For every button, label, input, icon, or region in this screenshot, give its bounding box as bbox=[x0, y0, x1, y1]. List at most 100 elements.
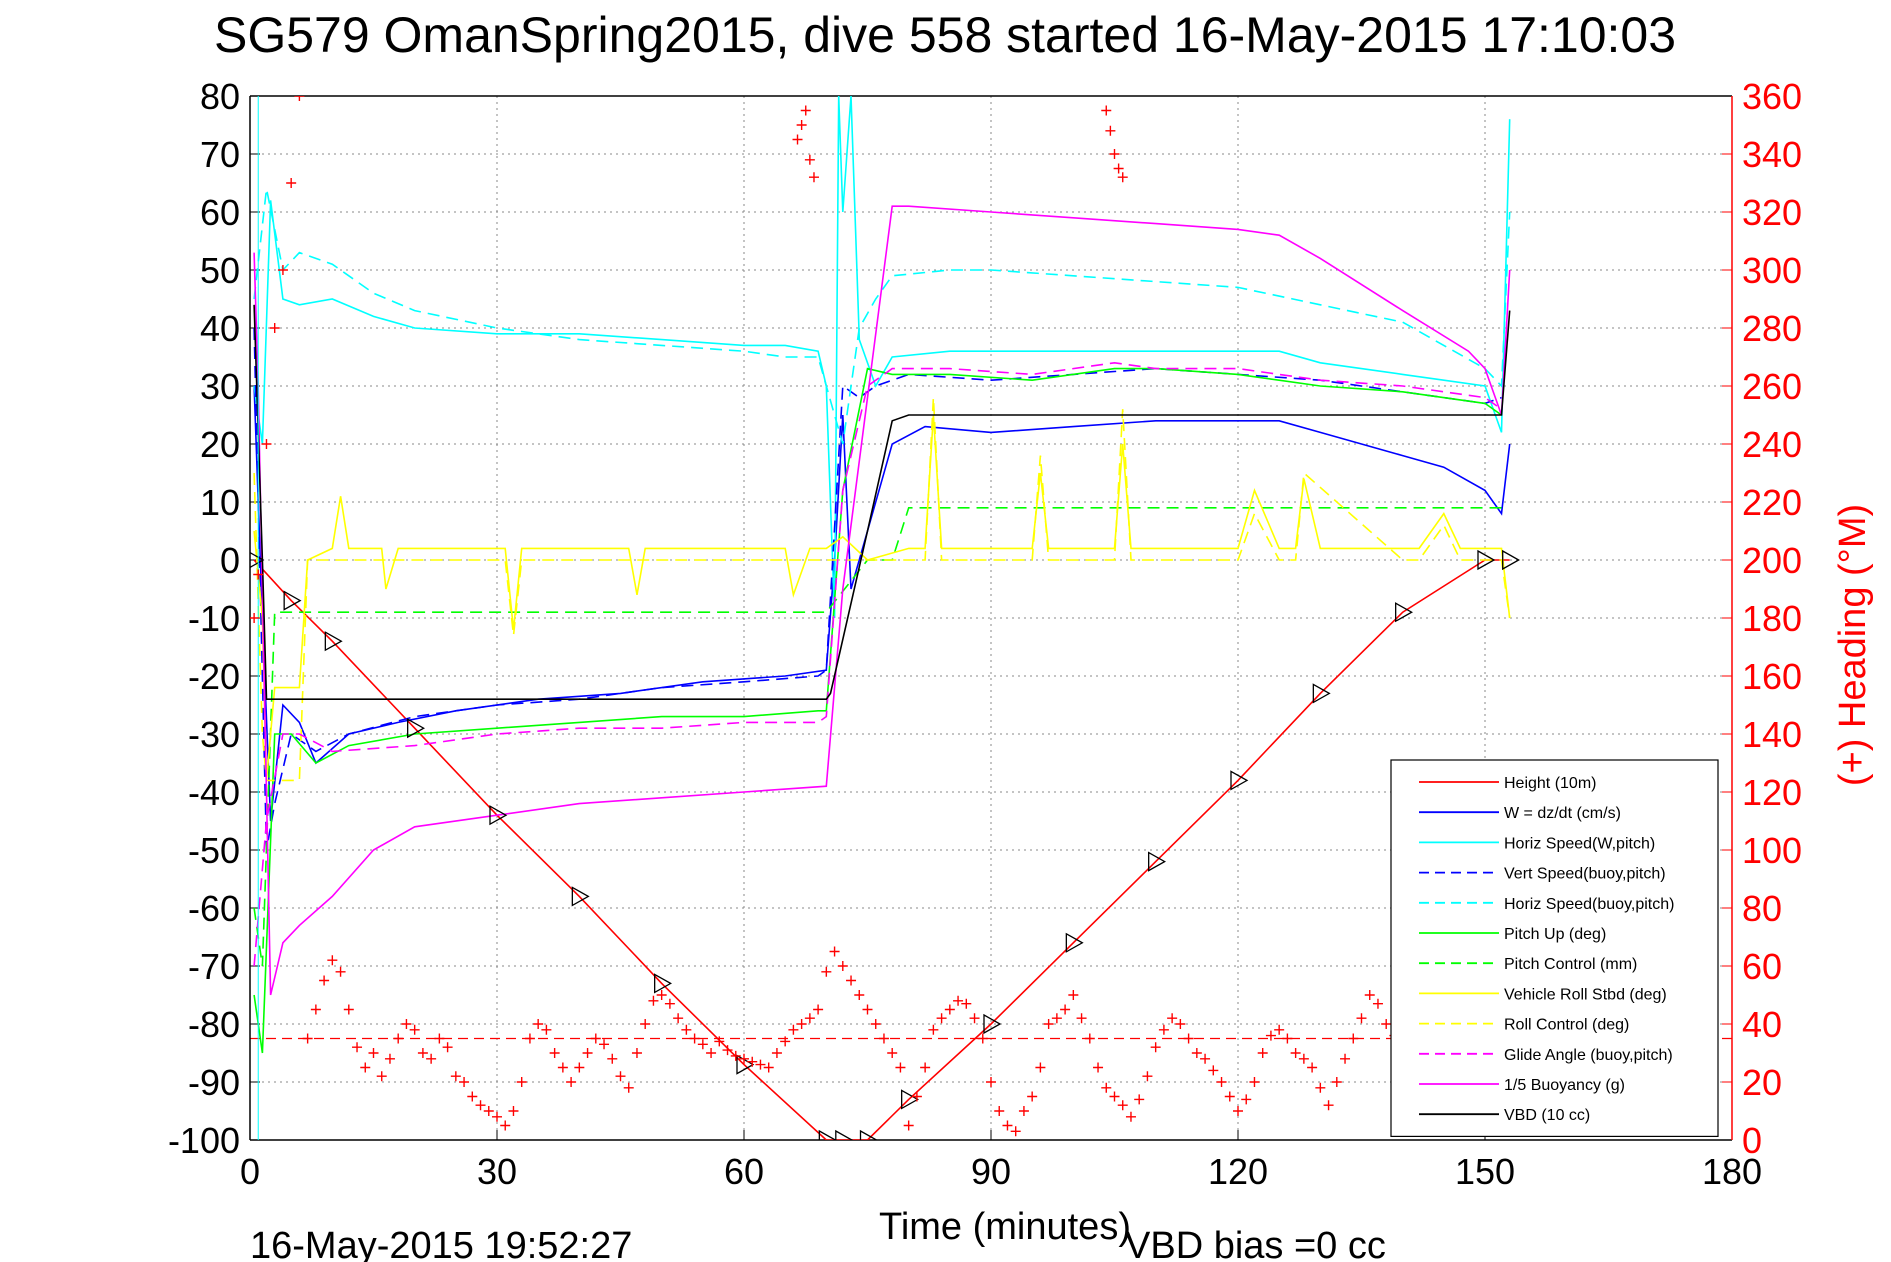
y2-tick-label: 0 bbox=[1742, 1120, 1762, 1161]
heading-point bbox=[524, 1033, 535, 1044]
heading-point bbox=[780, 1036, 791, 1047]
y2-tick-label: 200 bbox=[1742, 540, 1802, 581]
heading-point bbox=[1216, 1077, 1227, 1087]
legend-label: Glide Angle (buoy,pitch) bbox=[1504, 1047, 1673, 1064]
y2-tick-label: 220 bbox=[1742, 482, 1802, 523]
heading-point bbox=[327, 955, 338, 966]
heading-point bbox=[1340, 1053, 1351, 1064]
heading-point bbox=[804, 1013, 815, 1024]
y2-tick-label: 100 bbox=[1742, 830, 1802, 871]
heading-point bbox=[846, 975, 857, 986]
plot-background-anchor bbox=[0, 0, 1, 1]
heading-point bbox=[1249, 1077, 1260, 1087]
heading-point bbox=[417, 1048, 428, 1058]
heading-point bbox=[483, 1106, 494, 1116]
x-tick-label: 180 bbox=[1702, 1151, 1762, 1192]
heading-point bbox=[1010, 1126, 1021, 1137]
heading-point bbox=[335, 966, 346, 977]
heading-point bbox=[1381, 1019, 1392, 1029]
chart-title: SG579 OmanSpring2015, dive 558 started 1… bbox=[214, 7, 1676, 63]
y2-axis-label: (+) Heading (°M) bbox=[1832, 504, 1874, 786]
y-tick-label: -90 bbox=[188, 1062, 240, 1103]
heading-point bbox=[1117, 1100, 1128, 1111]
heading-point bbox=[533, 1019, 544, 1029]
heading-point bbox=[1142, 1071, 1153, 1082]
heading-point bbox=[1105, 125, 1116, 136]
y2-tick-label: 340 bbox=[1742, 134, 1802, 175]
series-line bbox=[253, 96, 1511, 619]
series-line bbox=[253, 304, 1511, 701]
series-line bbox=[253, 506, 1502, 967]
heading-point bbox=[829, 946, 840, 957]
y-tick-label: -60 bbox=[188, 888, 240, 929]
y-tick-label: -50 bbox=[188, 830, 240, 871]
series-line bbox=[253, 414, 1511, 781]
heading-point bbox=[319, 975, 330, 986]
y2-tick-label: 240 bbox=[1742, 424, 1802, 465]
y-tick-label: -20 bbox=[188, 656, 240, 697]
heading-point bbox=[656, 990, 667, 1000]
height-marker bbox=[1395, 602, 1413, 623]
height-marker bbox=[736, 1054, 755, 1075]
y-tick-label: 20 bbox=[200, 424, 240, 465]
height-marker bbox=[818, 1129, 837, 1140]
heading-point bbox=[500, 1120, 511, 1131]
heading-point bbox=[808, 172, 819, 183]
y-tick-label: -100 bbox=[168, 1120, 240, 1161]
heading-point bbox=[590, 1033, 601, 1044]
heading-point bbox=[574, 1062, 585, 1073]
heading-point bbox=[944, 1004, 955, 1015]
y-tick-label: 30 bbox=[200, 366, 240, 407]
heading-point bbox=[911, 1091, 922, 1102]
heading-point bbox=[1113, 163, 1124, 174]
heading-point bbox=[360, 1062, 371, 1073]
heading-point bbox=[1298, 1053, 1309, 1064]
heading-point bbox=[1117, 172, 1128, 183]
heading-point bbox=[788, 1024, 799, 1035]
height-marker bbox=[1065, 932, 1084, 953]
heading-point bbox=[269, 323, 280, 333]
heading-point bbox=[1348, 1033, 1359, 1044]
heading-point bbox=[986, 1077, 996, 1087]
heading-point bbox=[994, 1106, 1005, 1116]
heading-point bbox=[1183, 1033, 1194, 1044]
heading-point bbox=[294, 96, 305, 101]
heading-point bbox=[870, 1019, 881, 1029]
x-tick-label: 120 bbox=[1208, 1151, 1268, 1192]
heading-point bbox=[1002, 1120, 1013, 1131]
heading-point bbox=[1364, 990, 1375, 1000]
legend-box bbox=[1390, 759, 1719, 1137]
heading-point bbox=[1191, 1048, 1202, 1058]
x-tick-label: 0 bbox=[240, 1151, 260, 1192]
y2-tick-label: 60 bbox=[1742, 946, 1782, 987]
height-marker bbox=[489, 805, 508, 826]
series-layer bbox=[250, 96, 1521, 1140]
heading-point bbox=[697, 1039, 708, 1050]
heading-point bbox=[1101, 105, 1112, 116]
heading-point bbox=[352, 1042, 363, 1053]
heading-point bbox=[837, 961, 848, 971]
y2-tick-label: 20 bbox=[1742, 1062, 1782, 1103]
height-marker bbox=[859, 1129, 878, 1140]
heading-point bbox=[1134, 1094, 1145, 1105]
heading-point bbox=[1175, 1019, 1186, 1029]
height-marker bbox=[901, 1089, 919, 1110]
heading-point bbox=[426, 1053, 437, 1064]
heading-point bbox=[714, 1036, 725, 1047]
heading-point bbox=[1068, 990, 1079, 1000]
heading-point bbox=[771, 1048, 782, 1058]
heading-point bbox=[640, 1019, 651, 1029]
heading-point bbox=[475, 1100, 486, 1111]
series-line bbox=[253, 205, 1511, 996]
y-tick-label: -30 bbox=[188, 714, 240, 755]
heading-point bbox=[1372, 998, 1383, 1009]
heading-point bbox=[1274, 1024, 1285, 1035]
heading-point bbox=[854, 990, 865, 1000]
y-tick-label: 40 bbox=[200, 308, 240, 349]
y-tick-label: 10 bbox=[200, 482, 240, 523]
height-marker bbox=[1477, 549, 1496, 571]
y2-tick-label: 160 bbox=[1742, 656, 1802, 697]
heading-point bbox=[673, 1013, 684, 1024]
legend-label: W = dz/dt (cm/s) bbox=[1504, 805, 1621, 822]
